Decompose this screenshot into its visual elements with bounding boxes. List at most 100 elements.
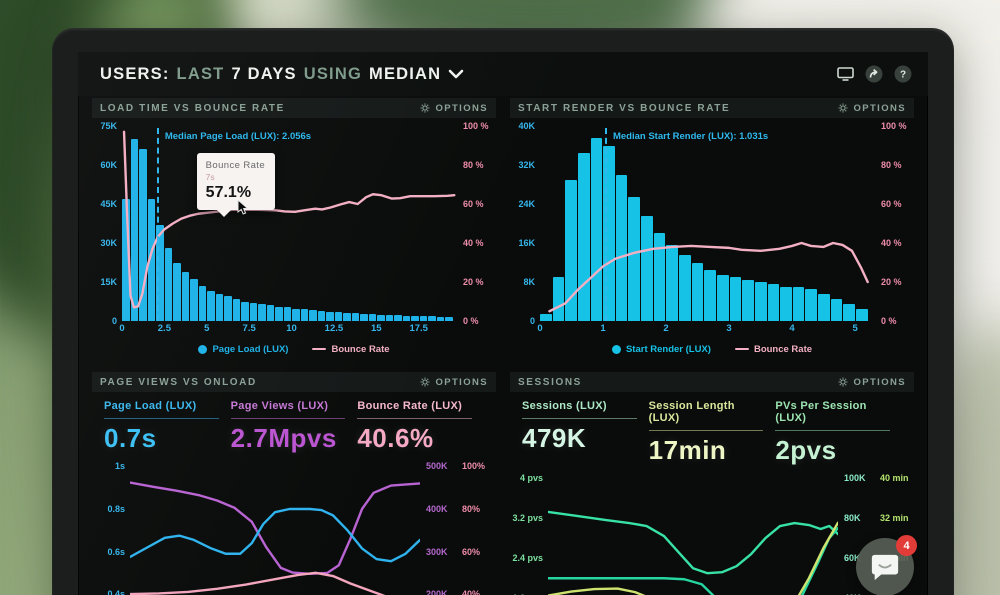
bar[interactable] xyxy=(343,312,351,321)
plot-area[interactable] xyxy=(130,457,420,595)
bar[interactable] xyxy=(666,245,679,321)
panel-grid: LOAD TIME VS BOUNCE RATE OPTIONS 75K 60K 4… xyxy=(78,96,928,595)
plot-area[interactable]: Median Page Load (LUX): 2.056s Bounce Ra… xyxy=(122,126,456,321)
bar[interactable] xyxy=(615,174,628,321)
bar[interactable] xyxy=(767,284,780,321)
chart-onload-trend: 1s 0.8s 0.6s 0.4s 500K 100% 400K 80% 300K 60% 200… xyxy=(92,457,496,595)
bar[interactable] xyxy=(258,304,266,321)
bar[interactable] xyxy=(360,313,368,321)
bar[interactable] xyxy=(317,310,325,321)
options-button[interactable]: OPTIONS xyxy=(420,377,488,388)
options-button[interactable]: OPTIONS xyxy=(420,103,488,114)
y-right-label: 100 % xyxy=(881,121,907,131)
bar[interactable] xyxy=(139,149,147,321)
bar[interactable] xyxy=(164,248,172,321)
bar[interactable] xyxy=(300,309,308,321)
bar[interactable] xyxy=(419,316,427,321)
legend-swatch-dot xyxy=(611,344,621,354)
timeframe-selector[interactable]: USERS: LAST 7 DAYS USING MEDIAN xyxy=(100,65,464,84)
bar[interactable] xyxy=(856,308,868,321)
metric-label: Page Load (LUX) xyxy=(104,400,197,412)
bar[interactable] xyxy=(249,302,257,321)
y-right-label: 100 % xyxy=(463,121,489,131)
bar[interactable] xyxy=(122,198,130,321)
legend-item[interactable]: Bounce Rate xyxy=(734,343,813,355)
bar[interactable] xyxy=(792,286,805,321)
bar[interactable] xyxy=(436,316,444,321)
bar[interactable] xyxy=(628,196,641,321)
help-icon[interactable]: ? xyxy=(894,65,912,83)
bar[interactable] xyxy=(780,286,792,321)
bar[interactable] xyxy=(603,145,615,321)
metric-label: Sessions (LUX) xyxy=(522,400,607,412)
chat-launcher[interactable]: 4 xyxy=(856,535,917,595)
bar[interactable] xyxy=(156,224,164,321)
bar[interactable] xyxy=(716,274,729,321)
bar[interactable] xyxy=(215,293,223,321)
bar[interactable] xyxy=(181,271,189,321)
bar[interactable] xyxy=(394,315,402,321)
y-right-secondary: 60% xyxy=(462,546,481,557)
chart-start-render: 40K 32K 24K 16K 8K 0 Median Start Render (LUX… xyxy=(510,118,914,326)
bar[interactable] xyxy=(385,315,393,321)
bar[interactable] xyxy=(691,262,704,321)
panel-header: PAGE VIEWS VS ONLOAD OPTIONS xyxy=(92,372,496,392)
plot-area[interactable]: Median Start Render (LUX): 1.031s xyxy=(540,126,874,321)
bar[interactable] xyxy=(818,294,830,321)
y-left-label: 0 xyxy=(529,316,535,326)
bar[interactable] xyxy=(334,312,342,321)
bar[interactable] xyxy=(292,308,300,321)
bar[interactable] xyxy=(704,269,716,321)
options-label: OPTIONS xyxy=(853,102,906,114)
bar[interactable] xyxy=(830,299,843,321)
bar[interactable] xyxy=(565,179,577,321)
bar[interactable] xyxy=(368,314,376,321)
bar[interactable] xyxy=(326,311,334,321)
bar[interactable] xyxy=(428,316,436,321)
bar[interactable] xyxy=(742,279,754,321)
bar[interactable] xyxy=(190,279,198,321)
metric-value: 2.7Mpvs xyxy=(230,423,337,453)
bar[interactable] xyxy=(351,313,359,321)
bar[interactable] xyxy=(241,301,249,321)
bar[interactable] xyxy=(653,233,666,321)
options-button[interactable]: OPTIONS xyxy=(838,103,906,114)
legend-item[interactable]: Bounce Rate xyxy=(312,344,390,355)
options-button[interactable]: OPTIONS xyxy=(838,377,906,388)
legend-label: Bounce Rate xyxy=(753,343,813,355)
bar[interactable] xyxy=(754,282,767,321)
legend-item[interactable]: Page Load (LUX) xyxy=(198,344,288,355)
title-days: 7 DAYS xyxy=(231,64,297,83)
bar[interactable] xyxy=(232,298,240,321)
bar[interactable] xyxy=(130,139,138,321)
bar[interactable] xyxy=(275,306,283,321)
plot-area[interactable] xyxy=(548,469,838,595)
bar[interactable] xyxy=(309,310,317,321)
bar[interactable] xyxy=(577,152,590,321)
bar[interactable] xyxy=(590,138,603,321)
bar[interactable] xyxy=(679,255,691,321)
bar[interactable] xyxy=(552,277,565,321)
bar[interactable] xyxy=(411,315,419,321)
x-tick-label: 1 xyxy=(600,323,606,334)
bar[interactable] xyxy=(283,307,291,321)
display-icon[interactable] xyxy=(837,67,854,81)
legend-item[interactable]: Start Render (LUX) xyxy=(611,344,711,355)
bar[interactable] xyxy=(843,303,856,321)
bar[interactable] xyxy=(147,198,155,321)
bar[interactable] xyxy=(207,291,215,321)
bar[interactable] xyxy=(729,277,742,321)
bar[interactable] xyxy=(445,316,453,321)
bar[interactable] xyxy=(402,315,410,321)
bar[interactable] xyxy=(266,305,274,321)
bar[interactable] xyxy=(198,285,206,321)
bar[interactable] xyxy=(540,313,552,321)
bar[interactable] xyxy=(805,289,818,321)
share-icon[interactable] xyxy=(865,65,883,83)
bar[interactable] xyxy=(377,314,385,321)
bar[interactable] xyxy=(224,296,232,321)
bar[interactable] xyxy=(641,216,653,321)
topbar-icons: ? xyxy=(837,65,912,83)
y-right-label: 500K 100% xyxy=(426,461,490,471)
bar[interactable] xyxy=(173,262,181,321)
